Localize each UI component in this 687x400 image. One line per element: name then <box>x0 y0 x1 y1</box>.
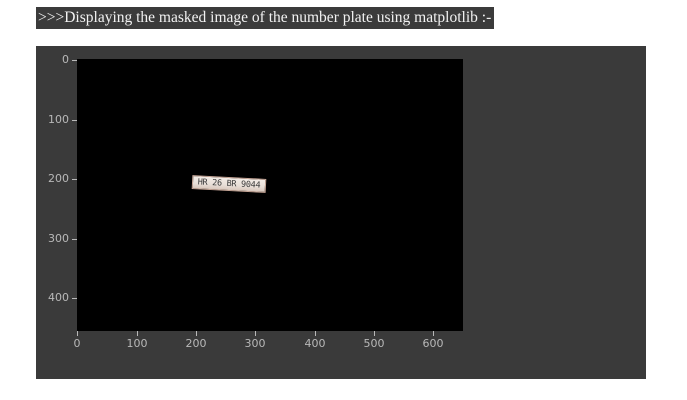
y-tick-label: 300 <box>48 232 69 245</box>
y-tick-mark <box>72 120 77 121</box>
number-plate-text: HR 26 BR 9044 <box>197 177 261 191</box>
x-tick-label: 0 <box>73 337 81 350</box>
caption-text: >>>Displaying the masked image of the nu… <box>36 7 495 29</box>
y-tick-mark <box>72 298 77 299</box>
y-tick-label: 0 <box>62 53 69 66</box>
y-tick-label: 200 <box>48 172 69 185</box>
x-tick-mark <box>433 331 434 336</box>
y-tick-mark <box>72 60 77 61</box>
x-tick-label: 200 <box>185 337 207 350</box>
x-tick-label: 500 <box>363 337 385 350</box>
x-tick-label: 400 <box>304 337 326 350</box>
x-tick-mark <box>255 331 256 336</box>
x-tick-mark <box>77 331 78 336</box>
masked-image: HR 26 BR 9044 <box>77 59 463 331</box>
y-tick-mark <box>72 239 77 240</box>
y-tick-mark <box>72 179 77 180</box>
number-plate: HR 26 BR 9044 <box>191 175 267 193</box>
x-tick-label: 100 <box>126 337 148 350</box>
output-panel: HR 26 BR 9044 0 100 200 300 400 0 100 20… <box>36 46 646 379</box>
x-tick-mark <box>374 331 375 336</box>
x-tick-label: 300 <box>244 337 266 350</box>
x-tick-mark <box>137 331 138 336</box>
y-tick-label: 100 <box>48 113 69 126</box>
x-tick-mark <box>315 331 316 336</box>
x-tick-mark <box>196 331 197 336</box>
x-tick-label: 600 <box>422 337 444 350</box>
y-tick-label: 400 <box>48 291 69 304</box>
